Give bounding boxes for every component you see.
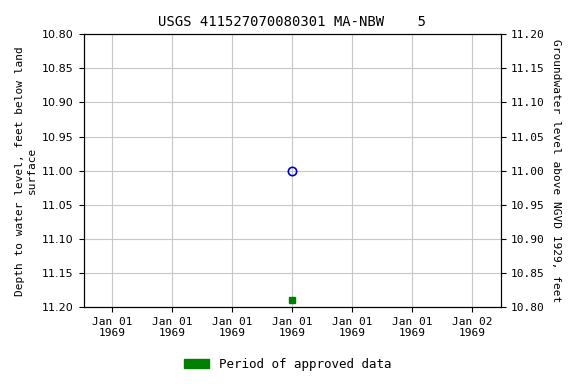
Y-axis label: Depth to water level, feet below land
surface: Depth to water level, feet below land su… — [15, 46, 37, 296]
Legend: Period of approved data: Period of approved data — [179, 353, 397, 376]
Title: USGS 411527070080301 MA-NBW    5: USGS 411527070080301 MA-NBW 5 — [158, 15, 426, 29]
Y-axis label: Groundwater level above NGVD 1929, feet: Groundwater level above NGVD 1929, feet — [551, 39, 561, 302]
